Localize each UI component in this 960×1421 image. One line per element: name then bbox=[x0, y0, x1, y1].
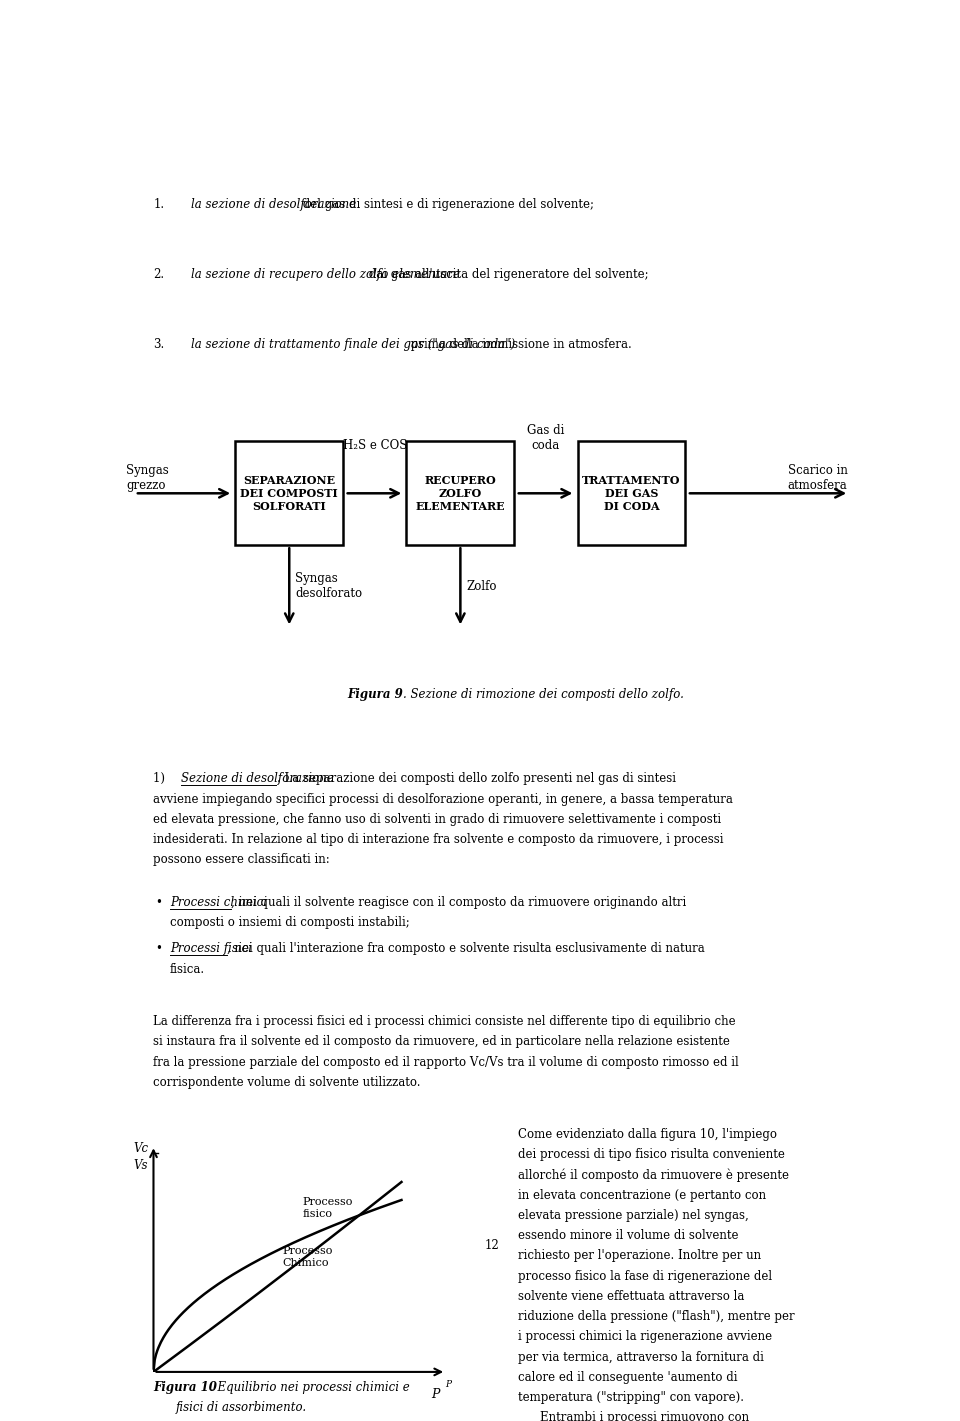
Text: 2.: 2. bbox=[154, 269, 164, 281]
Text: calore ed il conseguente 'aumento di: calore ed il conseguente 'aumento di bbox=[518, 1371, 737, 1384]
Text: •: • bbox=[155, 895, 162, 909]
Text: dai gas all'uscita del rigeneratore del solvente;: dai gas all'uscita del rigeneratore del … bbox=[365, 269, 648, 281]
Text: elevata pressione parziale) nel syngas,: elevata pressione parziale) nel syngas, bbox=[518, 1209, 749, 1222]
Text: composti o insiemi di composti instabili;: composti o insiemi di composti instabili… bbox=[170, 917, 410, 929]
Text: Sezione di desolforazione: Sezione di desolforazione bbox=[181, 773, 334, 786]
Text: Syngas
grezzo: Syngas grezzo bbox=[126, 465, 169, 492]
Text: Processi fisici: Processi fisici bbox=[170, 942, 252, 955]
Text: TRATTAMENTO
DEI GAS
DI CODA: TRATTAMENTO DEI GAS DI CODA bbox=[583, 475, 681, 512]
Text: Processi chimici: Processi chimici bbox=[170, 895, 267, 909]
Text: RECUPERO
ZOLFO
ELEMENTARE: RECUPERO ZOLFO ELEMENTARE bbox=[416, 475, 505, 512]
Text: •: • bbox=[155, 942, 162, 955]
Text: , nei quali il solvente reagisce con il composto da rimuovere originando altri: , nei quali il solvente reagisce con il … bbox=[230, 895, 685, 909]
Text: Scarico in
atmosfera: Scarico in atmosfera bbox=[788, 465, 848, 492]
FancyBboxPatch shape bbox=[406, 442, 515, 546]
Text: Entrambi i processi rimuovono con: Entrambi i processi rimuovono con bbox=[540, 1411, 750, 1421]
Text: P: P bbox=[444, 1380, 451, 1388]
Text: . Equilibrio nei processi chimici e: . Equilibrio nei processi chimici e bbox=[210, 1381, 410, 1394]
FancyBboxPatch shape bbox=[578, 442, 685, 546]
Text: Vc: Vc bbox=[133, 1142, 149, 1155]
Text: fra la pressione parziale del composto ed il rapporto Vc/Vs tra il volume di com: fra la pressione parziale del composto e… bbox=[154, 1056, 739, 1069]
Text: , nei quali l'interazione fra composto e solvente risulta esclusivamente di natu: , nei quali l'interazione fra composto e… bbox=[227, 942, 705, 955]
Text: la sezione di recupero dello zolfo elementare: la sezione di recupero dello zolfo eleme… bbox=[191, 269, 460, 281]
Text: 1): 1) bbox=[154, 773, 173, 786]
Text: Zolfo: Zolfo bbox=[467, 580, 497, 593]
Text: . Sezione di rimozione dei composti dello zolfo.: . Sezione di rimozione dei composti dell… bbox=[403, 688, 684, 701]
Text: . La separazione dei composti dello zolfo presenti nel gas di sintesi: . La separazione dei composti dello zolf… bbox=[276, 773, 676, 786]
Text: Processo
Chimico: Processo Chimico bbox=[282, 1246, 333, 1268]
Text: Come evidenziato dalla figura 10, l'impiego: Come evidenziato dalla figura 10, l'impi… bbox=[518, 1128, 777, 1141]
Text: fisica.: fisica. bbox=[170, 962, 205, 976]
Text: per via termica, attraverso la fornitura di: per via termica, attraverso la fornitura… bbox=[518, 1350, 764, 1364]
Text: SEPARAZIONE
DEI COMPOSTI
SOLFORATI: SEPARAZIONE DEI COMPOSTI SOLFORATI bbox=[240, 475, 338, 512]
Text: La differenza fra i processi fisici ed i processi chimici consiste nel different: La differenza fra i processi fisici ed i… bbox=[154, 1015, 736, 1029]
Text: la sezione di trattamento finale dei gas ("gas di coda"): la sezione di trattamento finale dei gas… bbox=[191, 338, 515, 351]
Text: essendo minore il volume di solvente: essendo minore il volume di solvente bbox=[518, 1229, 738, 1242]
Text: 1.: 1. bbox=[154, 198, 164, 210]
Text: temperatura ("stripping" con vapore).: temperatura ("stripping" con vapore). bbox=[518, 1391, 744, 1404]
FancyBboxPatch shape bbox=[235, 442, 344, 546]
Text: ed elevata pressione, che fanno uso di solventi in grado di rimuovere selettivam: ed elevata pressione, che fanno uso di s… bbox=[154, 813, 722, 826]
Text: Gas di
coda: Gas di coda bbox=[527, 423, 564, 452]
Text: si instaura fra il solvente ed il composto da rimuovere, ed in particolare nella: si instaura fra il solvente ed il compos… bbox=[154, 1036, 731, 1049]
Text: richiesto per l'operazione. Inoltre per un: richiesto per l'operazione. Inoltre per … bbox=[518, 1249, 761, 1262]
Text: fisici di assorbimento.: fisici di assorbimento. bbox=[176, 1401, 307, 1414]
Text: 12: 12 bbox=[485, 1239, 499, 1252]
Text: solvente viene effettuata attraverso la: solvente viene effettuata attraverso la bbox=[518, 1290, 744, 1303]
Text: dei processi di tipo fisico risulta conveniente: dei processi di tipo fisico risulta conv… bbox=[518, 1148, 785, 1161]
Text: possono essere classificati in:: possono essere classificati in: bbox=[154, 853, 330, 867]
Text: P: P bbox=[431, 1387, 440, 1401]
Text: Figura 10: Figura 10 bbox=[154, 1381, 217, 1394]
Text: Processo
fisico: Processo fisico bbox=[302, 1196, 352, 1219]
Text: del gas di sintesi e di rigenerazione del solvente;: del gas di sintesi e di rigenerazione de… bbox=[299, 198, 594, 210]
Text: i processi chimici la rigenerazione avviene: i processi chimici la rigenerazione avvi… bbox=[518, 1330, 772, 1343]
Text: Figura 9: Figura 9 bbox=[347, 688, 403, 701]
Text: corrispondente volume di solvente utilizzato.: corrispondente volume di solvente utiliz… bbox=[154, 1076, 421, 1088]
Text: H₂S e COS: H₂S e COS bbox=[343, 439, 407, 452]
Text: allorché il composto da rimuovere è presente: allorché il composto da rimuovere è pres… bbox=[518, 1168, 789, 1182]
Text: Vs: Vs bbox=[133, 1160, 148, 1172]
Text: Syngas
desolforato: Syngas desolforato bbox=[296, 573, 362, 600]
Text: in elevata concentrazione (e pertanto con: in elevata concentrazione (e pertanto co… bbox=[518, 1188, 766, 1202]
Text: prima della immissione in atmosfera.: prima della immissione in atmosfera. bbox=[407, 338, 632, 351]
Text: la sezione di desolforazione: la sezione di desolforazione bbox=[191, 198, 356, 210]
Text: processo fisico la fase di rigenerazione del: processo fisico la fase di rigenerazione… bbox=[518, 1269, 772, 1283]
Text: indesiderati. In relazione al tipo di interazione fra solvente e composto da rim: indesiderati. In relazione al tipo di in… bbox=[154, 833, 724, 845]
Text: 3.: 3. bbox=[154, 338, 165, 351]
Text: riduzione della pressione ("flash"), mentre per: riduzione della pressione ("flash"), men… bbox=[518, 1310, 795, 1323]
Text: avviene impiegando specifici processi di desolforazione operanti, in genere, a b: avviene impiegando specifici processi di… bbox=[154, 793, 733, 806]
